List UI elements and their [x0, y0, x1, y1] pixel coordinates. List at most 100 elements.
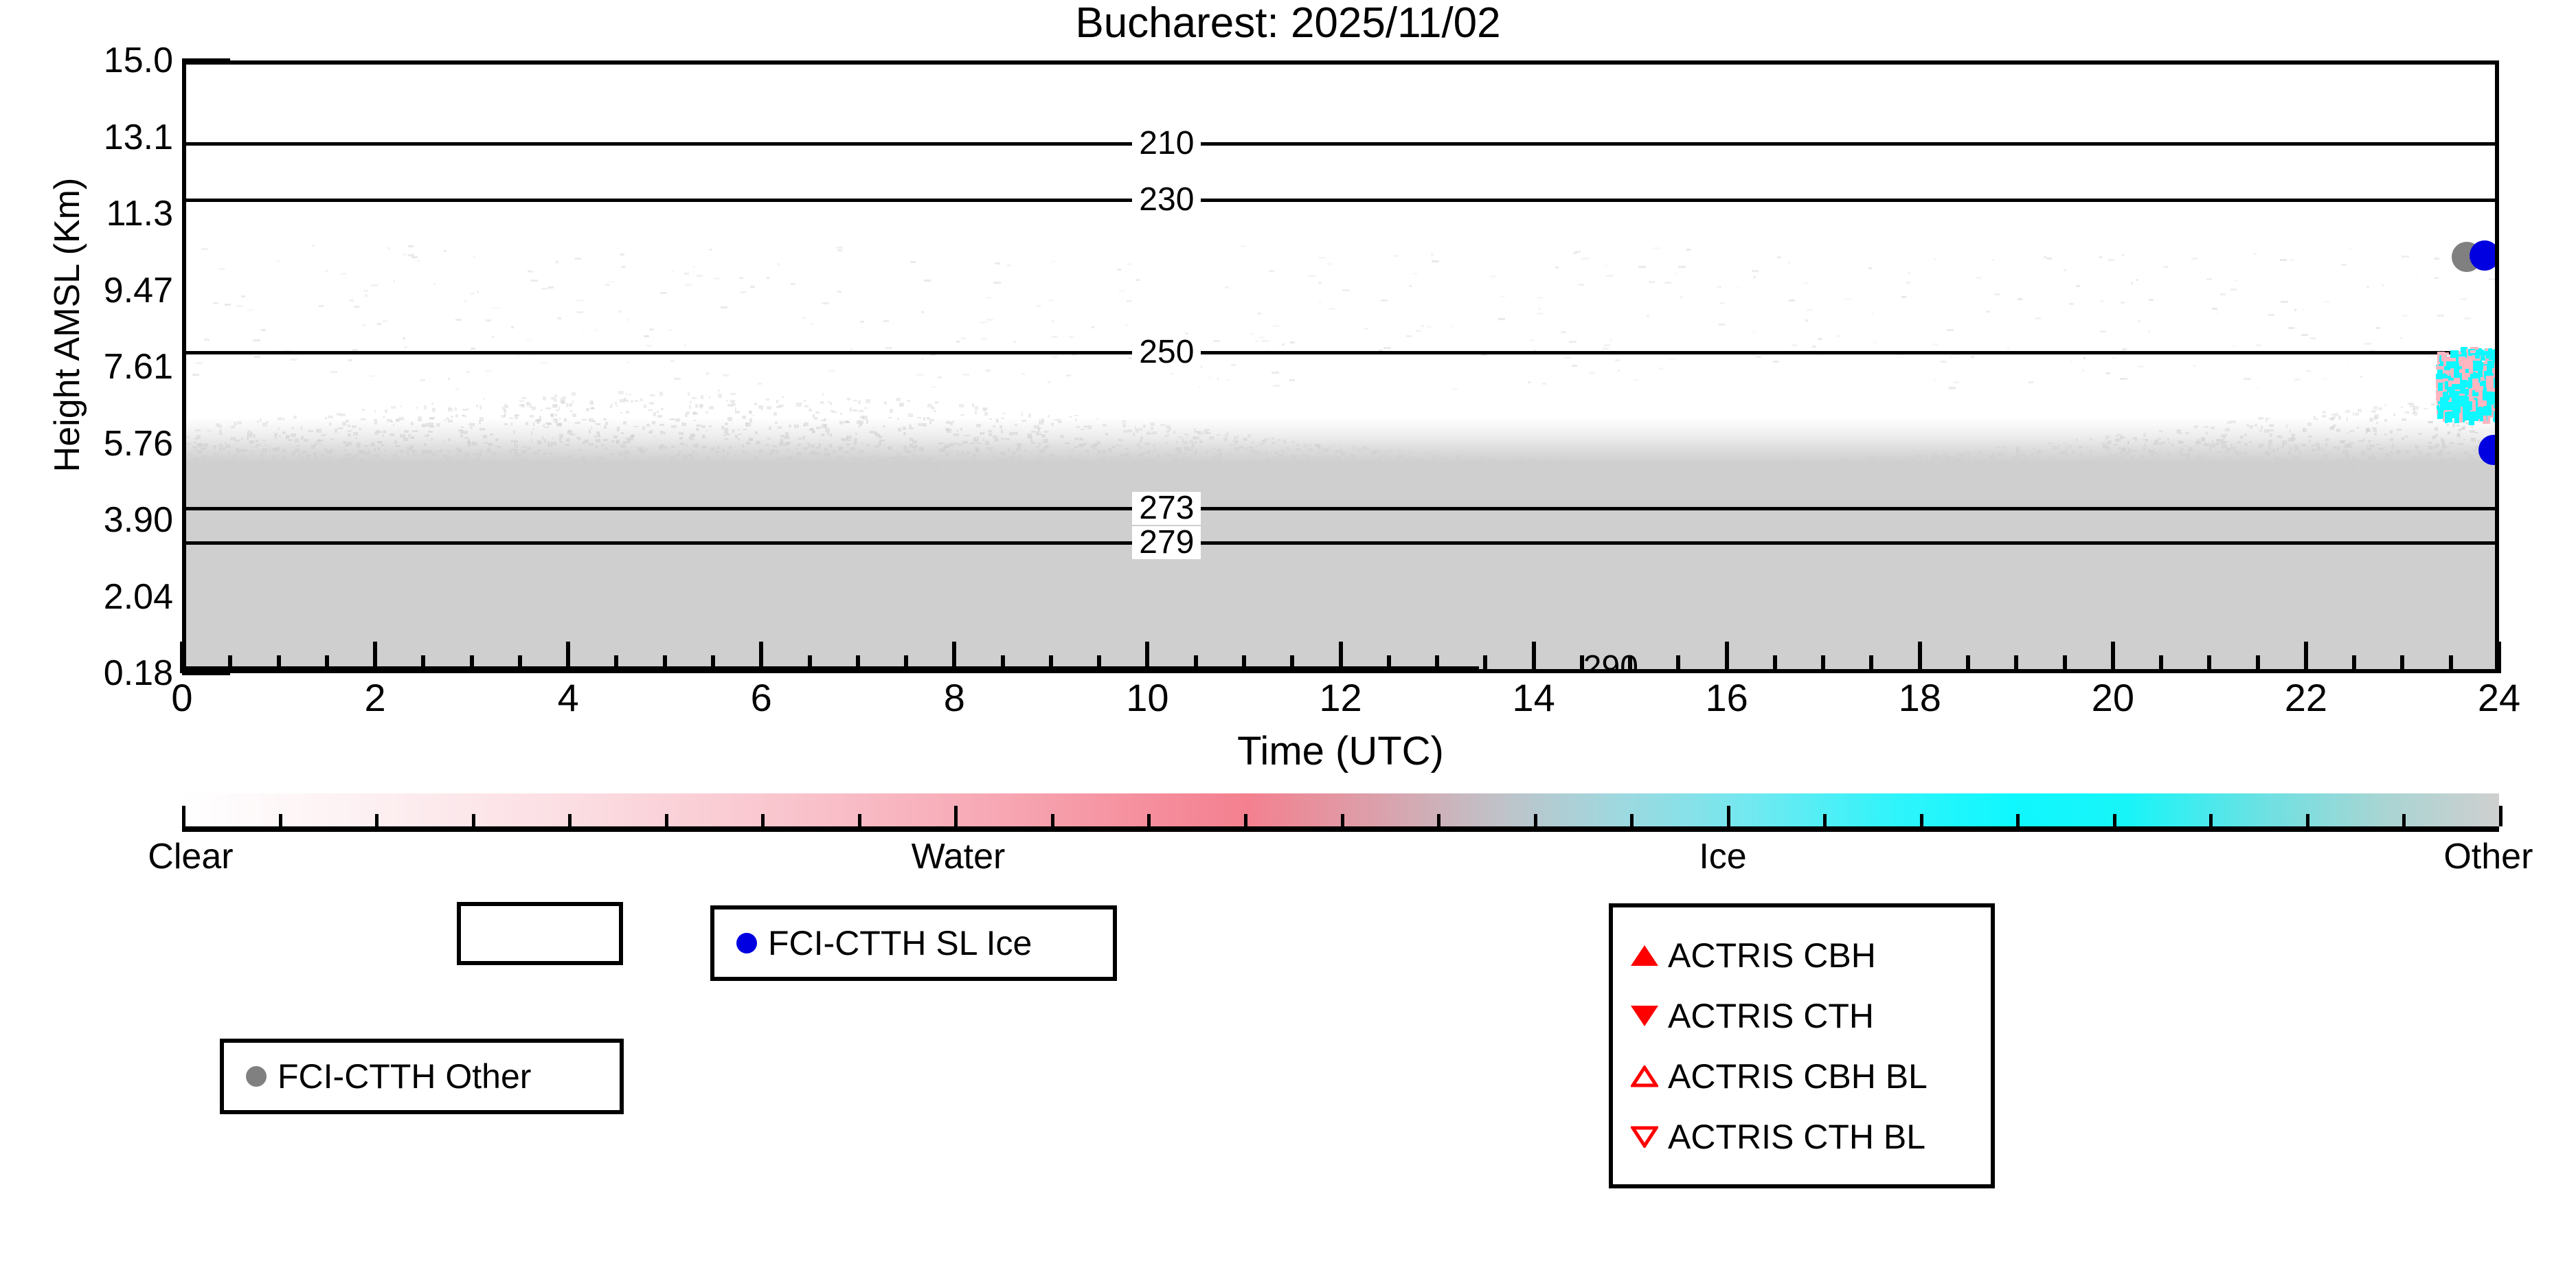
- speckle: [2470, 437, 2473, 442]
- speckle: [2076, 460, 2080, 463]
- speckle: [1191, 443, 1195, 447]
- speckle: [2445, 466, 2449, 468]
- speckle: [2216, 451, 2221, 453]
- speckle: [826, 453, 831, 457]
- speckle: [2413, 407, 2415, 411]
- speckle: [471, 459, 475, 462]
- speckle: [922, 422, 927, 427]
- speckle: [2441, 446, 2446, 449]
- speckle: [382, 416, 386, 418]
- speckle: [514, 444, 518, 448]
- speckle: [896, 398, 901, 402]
- speckle: [2135, 438, 2138, 442]
- speckle: [2251, 458, 2253, 462]
- speckle: [275, 459, 282, 462]
- speckle: [517, 463, 520, 466]
- speckle: [2454, 459, 2456, 461]
- speckle: [1897, 461, 1901, 465]
- speckle: [767, 437, 770, 440]
- speckle: [829, 444, 832, 449]
- speckle: [738, 438, 740, 440]
- speckle: [1789, 462, 1794, 464]
- speckle: [2222, 461, 2226, 463]
- speckle: [371, 442, 374, 447]
- speckle: [523, 470, 525, 475]
- speckle: [350, 429, 352, 431]
- speckle: [597, 433, 601, 438]
- y-axis-tick-labels: 15.0 13.1 11.3 9.47 7.61 5.76 3.90 2.04 0.18: [0, 0, 173, 756]
- y-axis-tick-label: 5.76: [103, 423, 173, 464]
- speckle: [999, 451, 1006, 456]
- speckle: [511, 448, 517, 451]
- speckle: [742, 450, 746, 454]
- speckle: [973, 465, 979, 469]
- speckle: [1980, 464, 1985, 466]
- speckle: [1533, 471, 1537, 475]
- speckle: [1861, 471, 1866, 475]
- speckle: [621, 469, 625, 473]
- y-axis-tick-label: 0.18: [103, 653, 173, 693]
- speckle: [2445, 451, 2451, 454]
- speckle: [1200, 441, 1203, 443]
- speckle: [1868, 471, 1872, 473]
- speckle: [394, 471, 398, 474]
- speckle: [536, 440, 541, 444]
- speckle: [854, 438, 858, 442]
- speckle: [776, 406, 782, 408]
- speckle: [227, 467, 231, 469]
- speckle: [1413, 460, 1417, 462]
- y-axis-tick-mark: [182, 671, 230, 675]
- speckle: [634, 399, 639, 403]
- speckle: [1124, 467, 1128, 472]
- speckle: [484, 442, 488, 444]
- speckle: [1461, 459, 1464, 461]
- speckle: [2289, 429, 2292, 433]
- speckle: [1376, 460, 1381, 462]
- speckle: [421, 423, 426, 427]
- speckle: [1660, 465, 1662, 469]
- speckle: [1879, 456, 1886, 459]
- speckle: [220, 464, 224, 467]
- speckle: [2217, 438, 2224, 442]
- speckle: [499, 464, 502, 468]
- speckle: [660, 444, 664, 448]
- speckle: [769, 426, 771, 430]
- speckle: [1057, 418, 1061, 423]
- speckle: [1372, 451, 1375, 454]
- speckle: [554, 394, 557, 398]
- speckle: [1072, 459, 1075, 463]
- speckle: [364, 453, 369, 455]
- speckle: [2433, 447, 2437, 449]
- speckle: [552, 438, 554, 440]
- speckle: [1320, 457, 1322, 460]
- speckle: [1520, 463, 1522, 466]
- speckle: [261, 453, 264, 457]
- speckle: [806, 442, 810, 445]
- speckle: [596, 431, 600, 436]
- speckle: [256, 420, 260, 424]
- speckle: [510, 462, 515, 464]
- speckle: [256, 469, 258, 472]
- speckle: [1917, 458, 1923, 462]
- speckle: [2048, 442, 2053, 444]
- speckle: [1583, 466, 1586, 469]
- speckle: [272, 456, 276, 460]
- speckle: [591, 401, 594, 405]
- speckle: [1357, 448, 1362, 451]
- speckle: [241, 449, 245, 453]
- speckle: [1884, 456, 1889, 460]
- speckle: [820, 401, 824, 405]
- speckle: [991, 451, 993, 454]
- speckle: [1448, 471, 1450, 473]
- speckle: [219, 443, 223, 447]
- plot-area[interactable]: 210 230 250 273 279 290: [182, 60, 2499, 673]
- speckle: [2398, 470, 2403, 473]
- speckle: [261, 466, 264, 471]
- speckle: [1436, 467, 1442, 471]
- speckle: [2015, 451, 2018, 453]
- speckle: [2429, 420, 2433, 423]
- speckle: [464, 415, 467, 418]
- speckle: [1557, 464, 1561, 469]
- speckle: [802, 447, 808, 450]
- speckle: [804, 458, 807, 462]
